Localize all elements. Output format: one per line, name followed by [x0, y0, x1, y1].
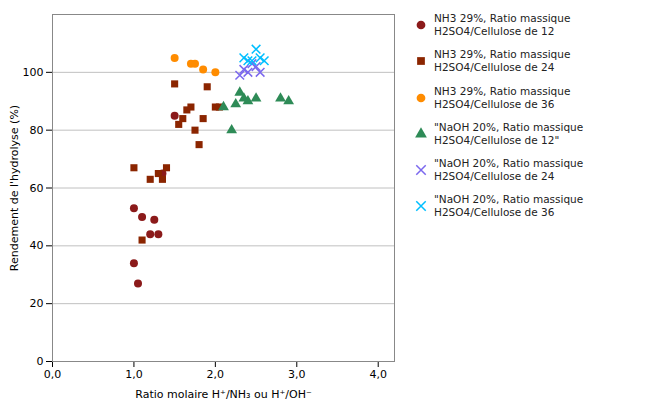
svg-text:60: 60 — [30, 182, 44, 195]
html-text:"NaOH 20%, Ratio massique H2SO: "NaOH 20%, Ratio massique H2SO4/Cellulos… — [434, 193, 584, 219]
svg-text:Rendement de l'hydrolyse (%): Rendement de l'hydrolyse (%) — [8, 105, 21, 271]
svg-text:40: 40 — [30, 239, 44, 252]
svg-text:2,0: 2,0 — [207, 368, 225, 381]
svg-text:80: 80 — [30, 124, 44, 137]
svg-text:20: 20 — [30, 297, 44, 310]
svg-text:100: 100 — [23, 66, 44, 79]
svg-text:Ratio molaire H⁺/NH₃ ou H⁺/OH⁻: Ratio molaire H⁺/NH₃ ou H⁺/OH⁻ — [135, 388, 312, 401]
svg-text:3,0: 3,0 — [288, 368, 306, 381]
html-text:NH3 29%, Ratio massique H2SO4/: NH3 29%, Ratio massique H2SO4/Cellulose … — [434, 84, 571, 110]
html-text:NH3 29%, Ratio massique H2SO4/: NH3 29%, Ratio massique H2SO4/Cellulose … — [434, 12, 571, 38]
svg-text:4,0: 4,0 — [369, 368, 387, 381]
html-text:NH3 29%, Ratio massique H2SO4/: NH3 29%, Ratio massique H2SO4/Cellulose … — [434, 48, 571, 74]
html-text:"NaOH 20%, Ratio massique H2SO: "NaOH 20%, Ratio massique H2SO4/Cellulos… — [434, 157, 584, 183]
svg-text:1,0: 1,0 — [125, 368, 143, 381]
html-text:"NaOH 20%, Ratio massique H2SO: "NaOH 20%, Ratio massique H2SO4/Cellulos… — [434, 120, 584, 146]
svg-text:0,0: 0,0 — [44, 368, 62, 381]
svg-text:0: 0 — [37, 355, 44, 368]
